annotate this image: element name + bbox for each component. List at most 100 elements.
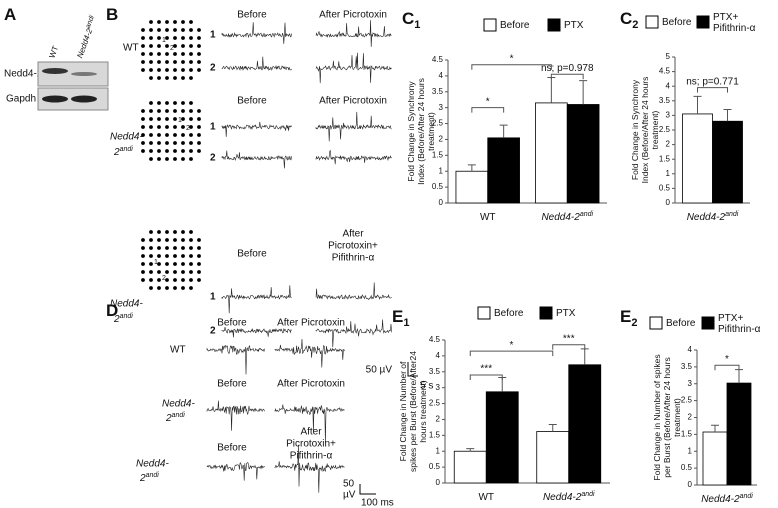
- condition: After: [300, 427, 322, 438]
- annotation: ns; p=0.978: [541, 63, 594, 74]
- electrode: [141, 36, 145, 40]
- electrode: [181, 157, 185, 161]
- electrode: [141, 44, 145, 48]
- panel-sub: 1: [414, 19, 420, 31]
- band-label: Nedd4-2: [4, 69, 43, 80]
- condition: Pifithrin-α: [332, 253, 375, 264]
- electrode: [141, 246, 145, 250]
- y-label-line: treatment): [672, 398, 682, 437]
- electrode: [181, 52, 185, 56]
- band: [42, 68, 68, 74]
- electrode: [141, 149, 145, 153]
- electrode: [189, 76, 193, 80]
- genotype-sup: andi: [172, 412, 186, 419]
- electrode: [157, 68, 161, 72]
- electrode: [157, 28, 161, 32]
- condition: Before: [217, 443, 247, 454]
- electrode: [149, 101, 153, 105]
- electrode: [173, 28, 177, 32]
- electrode: [157, 44, 161, 48]
- y-tick-label: 2: [666, 140, 671, 149]
- electrode: [197, 117, 201, 121]
- channel: 1: [210, 292, 216, 303]
- electrode: [173, 68, 177, 72]
- electrode: [149, 246, 153, 250]
- trace: [221, 327, 292, 338]
- x-tick-label: Nedd4-2andi: [543, 491, 595, 503]
- electrode: [165, 60, 169, 64]
- electrode: [157, 101, 161, 105]
- electrode: [189, 230, 193, 234]
- y-tick-label: 2.5: [659, 125, 671, 134]
- panel-label: E2: [620, 307, 637, 328]
- electrode: [197, 109, 201, 113]
- electrode: [189, 141, 193, 145]
- electrode: [173, 230, 177, 234]
- genotype-sup: andi: [120, 313, 134, 320]
- electrode: [157, 76, 161, 80]
- electrode: [173, 44, 177, 48]
- electrode: [149, 230, 153, 234]
- legend-label: Before: [662, 17, 692, 28]
- electrode: [165, 44, 169, 48]
- genotype: 2andi: [113, 146, 133, 158]
- category-text: Nedd4-2: [701, 494, 740, 505]
- electrode: [181, 149, 185, 153]
- error-bar: [548, 424, 557, 432]
- trace: [221, 285, 292, 314]
- channel: 1: [210, 30, 216, 41]
- scale-bar: [359, 484, 376, 495]
- error-bar: [467, 164, 476, 172]
- trace: [315, 149, 392, 165]
- category-text: Nedd4-2: [687, 212, 726, 223]
- legend-swatch: [649, 316, 663, 330]
- condition: Before: [237, 10, 267, 21]
- electrode: [157, 254, 161, 258]
- bar: [712, 120, 743, 204]
- electrode: [173, 60, 177, 64]
- x-tick-label: Nedd4-2andi: [701, 493, 753, 505]
- panel-letter: B: [106, 5, 118, 24]
- electrode: [189, 262, 193, 266]
- condition: Before: [237, 96, 267, 107]
- electrode: [141, 254, 145, 258]
- y-tick-label: 2.5: [429, 399, 441, 408]
- y-tick-label: 4.5: [659, 67, 671, 76]
- y-tick-label: 1.5: [681, 429, 693, 438]
- electrode: [181, 262, 185, 266]
- condition: After Picrotoxin: [277, 379, 345, 390]
- electrode: [141, 270, 145, 274]
- electrode: [157, 238, 161, 242]
- electrode: [165, 133, 169, 137]
- grid-channel: 2: [162, 275, 166, 282]
- electrode: [165, 270, 169, 274]
- panel-label: E1: [392, 307, 409, 328]
- y-label-line: hours treatment): [418, 380, 428, 443]
- electrode: [165, 125, 169, 129]
- y-tick-label: 0.5: [429, 462, 441, 471]
- electrode: [165, 246, 169, 250]
- bracket: [471, 64, 552, 70]
- electrode: [197, 238, 201, 242]
- electrode: [149, 52, 153, 56]
- bar: [453, 450, 487, 484]
- electrode: [149, 254, 153, 258]
- genotype-text: 2: [113, 147, 120, 158]
- electrode: [197, 254, 201, 258]
- bracket: [550, 73, 584, 80]
- legend-line: PTX: [556, 308, 576, 319]
- y-tick-label: 3: [436, 383, 441, 392]
- x-tick-label: WT: [478, 492, 494, 503]
- electrode: [181, 117, 185, 121]
- category-text: WT: [478, 492, 494, 503]
- electrode: [189, 36, 193, 40]
- electrode: [173, 36, 177, 40]
- electrode: [181, 109, 185, 113]
- scale-label: 50: [343, 479, 355, 490]
- electrode: [181, 230, 185, 234]
- legend-swatch: [547, 18, 561, 32]
- legend-label: Before: [494, 308, 524, 319]
- electrode: [189, 133, 193, 137]
